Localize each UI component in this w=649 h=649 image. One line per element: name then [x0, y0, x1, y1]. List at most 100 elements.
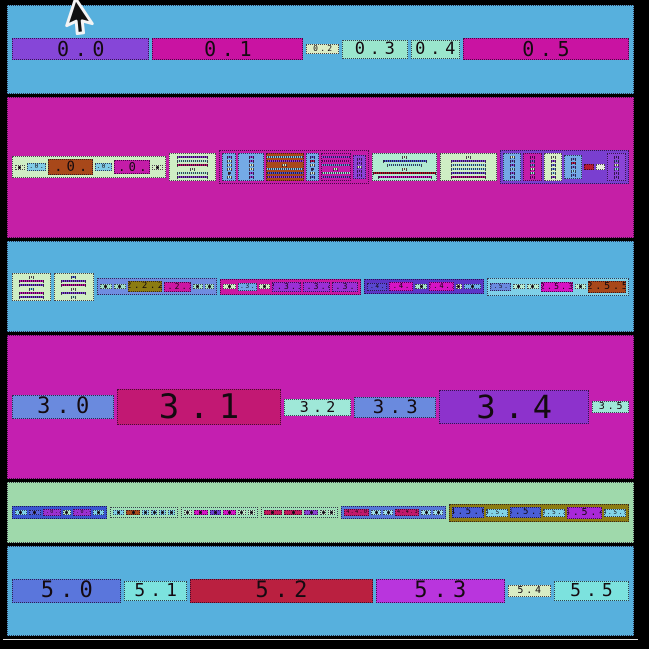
treemap-cell[interactable] — [248, 176, 254, 179]
treemap-cell[interactable] — [550, 168, 556, 171]
treemap-cell[interactable] — [248, 168, 254, 171]
treemap-cell[interactable] — [62, 510, 72, 516]
treemap-cell[interactable] — [193, 510, 208, 516]
treemap-cell[interactable] — [402, 156, 408, 159]
treemap-cell[interactable] — [550, 156, 556, 159]
treemap-cell[interactable] — [71, 295, 77, 298]
cell-2-5-0[interactable]: 2.5.0 — [490, 282, 512, 291]
cell-5-4[interactable]: 5.4 — [507, 585, 551, 598]
cell-4-4-0[interactable]: 4.4.0 — [343, 509, 370, 517]
treemap-cell[interactable] — [613, 164, 619, 167]
treemap-cell[interactable] — [402, 168, 408, 171]
treemap-cell[interactable] — [112, 510, 125, 516]
cell-4-0-4[interactable]: 4.0.4 — [73, 509, 92, 517]
treemap-cell[interactable] — [513, 284, 525, 290]
cell-1-2-4-4[interactable]: 1.2.4.4 — [321, 172, 350, 175]
treemap-cell[interactable] — [168, 510, 175, 516]
treemap-cell[interactable] — [550, 160, 556, 163]
treemap-cell[interactable] — [613, 156, 619, 159]
cell-0-2[interactable]: 0.2 — [306, 44, 339, 55]
cell-1-2-2-1[interactable]: 1.2.2.1 — [266, 160, 303, 163]
cell-3-2[interactable]: 3.2 — [283, 398, 352, 416]
treemap-cell[interactable] — [28, 287, 34, 290]
treemap-cell[interactable] — [309, 160, 315, 163]
treemap-cell[interactable] — [509, 172, 515, 175]
cell-1-2-2-5[interactable]: 1.2.2.5 — [266, 176, 303, 179]
treemap-cell[interactable] — [190, 168, 195, 171]
cell-1-2-4-1[interactable]: 1.2.4.1 — [321, 160, 350, 163]
treemap-cell[interactable] — [357, 170, 363, 173]
cell-4-5-2[interactable]: 4.5.2 — [510, 507, 542, 519]
cell-2-3-1[interactable]: 2.3.1 — [237, 282, 257, 291]
cell-0-4[interactable]: 0.4 — [410, 39, 460, 59]
treemap-cell[interactable] — [248, 172, 254, 175]
treemap-cell[interactable] — [71, 287, 77, 290]
cell-1-1-2[interactable]: 1.1.2 — [177, 164, 208, 167]
treemap-cell[interactable] — [258, 284, 271, 290]
treemap-cell[interactable] — [159, 510, 167, 516]
treemap-cell[interactable] — [142, 510, 149, 516]
cell-1-3-5[interactable]: 1.3.5 — [378, 176, 432, 179]
cell-4-5-3[interactable]: 4.5.3 — [543, 508, 565, 517]
cell-1-4-5[interactable]: 1.4.5 — [451, 176, 487, 179]
treemap-cell[interactable] — [455, 284, 463, 290]
cell-1-0-3[interactable]: 1.0.3 — [95, 163, 113, 172]
cell-1-1-4[interactable]: 1.1.4 — [177, 172, 208, 175]
cell-1-0-2[interactable]: 1.0.2 — [48, 159, 94, 176]
treemap-cell[interactable] — [311, 168, 314, 171]
cell-2-4-1[interactable]: 2.4.1 — [388, 282, 414, 292]
treemap-cell[interactable] — [530, 168, 536, 171]
cell-5-2[interactable]: 5.2 — [190, 579, 373, 604]
treemap-cell[interactable] — [570, 162, 576, 165]
cell-1-0-1[interactable]: 1.0.1 — [26, 163, 47, 172]
treemap-cell[interactable] — [247, 510, 255, 516]
treemap-cell[interactable] — [550, 172, 556, 175]
cell-2-4-0[interactable]: 2.4.0 — [367, 282, 387, 291]
treemap-cell[interactable] — [509, 168, 515, 171]
treemap-cell[interactable] — [464, 284, 482, 290]
treemap-cell[interactable] — [15, 510, 27, 516]
treemap-cell[interactable] — [28, 275, 34, 278]
treemap-cell[interactable] — [283, 510, 303, 516]
cell-3-1[interactable]: 3.1 — [117, 389, 281, 426]
treemap-cell[interactable] — [309, 172, 315, 175]
treemap-cell[interactable] — [226, 176, 232, 179]
treemap-cell[interactable] — [526, 284, 539, 290]
treemap-cell[interactable] — [530, 160, 536, 163]
treemap-cell[interactable] — [613, 160, 619, 163]
treemap-cell[interactable] — [570, 170, 576, 173]
treemap-cell[interactable] — [282, 164, 288, 167]
cell-2-1-4[interactable]: 2.1.4 — [61, 291, 87, 294]
cell-1-3-1[interactable]: 1.3.1 — [382, 160, 427, 163]
treemap-cell[interactable] — [248, 156, 254, 159]
cell-4-4-3[interactable]: 4.4.3 — [395, 509, 420, 517]
cell-3-0[interactable]: 3.0 — [12, 395, 115, 420]
cell-1-2-2-4[interactable]: 1.2.2.4 — [266, 172, 303, 175]
cell-1-0-4[interactable]: 1.0.4 — [114, 160, 151, 175]
treemap-cell[interactable] — [263, 510, 282, 516]
cell-1-1-5[interactable]: 1.1.5 — [177, 176, 208, 179]
cell-1-4-3[interactable]: 1.4.3 — [451, 168, 487, 171]
cell-2-5-5[interactable]: 2.5.5 — [588, 280, 626, 293]
cell-5-0[interactable]: 5.0 — [12, 579, 122, 604]
cell-2-0-4[interactable]: 2.0.4 — [18, 291, 44, 294]
treemap-cell[interactable] — [226, 168, 232, 171]
cell-1-2-4-5[interactable]: 1.2.4.5 — [321, 176, 350, 179]
cell-0-5[interactable]: 0.5 — [462, 38, 629, 61]
treemap-cell[interactable] — [93, 510, 104, 516]
cell-3-3[interactable]: 3.3 — [354, 396, 437, 418]
treemap-cell[interactable] — [99, 284, 112, 290]
treemap-cell[interactable] — [530, 172, 536, 175]
treemap-cell[interactable] — [357, 162, 363, 165]
cell-1-3-2[interactable]: 1.3.2 — [387, 164, 423, 167]
cell-2-1-1[interactable]: 2.1.1 — [61, 279, 87, 282]
treemap-cell[interactable] — [226, 156, 232, 159]
cell-2-5-3[interactable]: 2.5.3 — [540, 281, 573, 292]
treemap-cell[interactable] — [333, 168, 339, 171]
cell-4-5-5[interactable]: 4.5.5 — [604, 508, 626, 517]
treemap-cell[interactable] — [319, 510, 327, 516]
cell-3-5[interactable]: 3.5 — [592, 401, 629, 414]
treemap-cell[interactable] — [15, 164, 25, 170]
cell-1-3-4[interactable]: 1.3.4 — [373, 172, 437, 175]
cell-0-3[interactable]: 0.3 — [342, 39, 408, 59]
